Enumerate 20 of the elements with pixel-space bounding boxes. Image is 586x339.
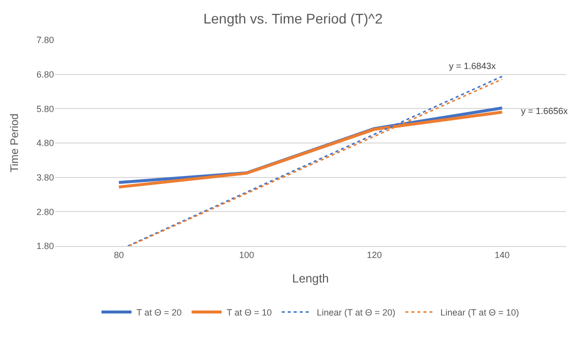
x-axis-title: Length <box>292 272 329 286</box>
annotation: y = 1.6843x <box>449 61 496 71</box>
y-tick-label: 7.80 <box>36 35 54 46</box>
y-tick-label: 3.80 <box>36 172 54 182</box>
legend-label: Linear (T at Θ = 20) <box>316 308 396 318</box>
legend-label: T at Θ = 20 <box>136 308 182 318</box>
y-axis-title: Time Period <box>9 114 22 172</box>
x-tick-label: 80 <box>114 250 124 260</box>
annotation: y = 1.6656x <box>521 106 568 116</box>
y-tick-label: 5.80 <box>36 104 54 114</box>
y-tick-label: 4.80 <box>36 138 54 148</box>
chart-title: Length vs. Time Period (T)^2 <box>203 10 383 26</box>
legend-label: T at Θ = 10 <box>226 308 272 318</box>
y-tick-label: 2.80 <box>36 206 54 217</box>
legend-label: Linear (T at Θ = 10) <box>440 308 519 318</box>
x-tick-label: 100 <box>239 250 254 260</box>
x-tick-label: 140 <box>494 250 510 260</box>
x-tick-label: 120 <box>366 250 382 260</box>
y-tick-label: 6.80 <box>36 69 54 80</box>
y-tick-label: 1.80 <box>36 241 54 252</box>
